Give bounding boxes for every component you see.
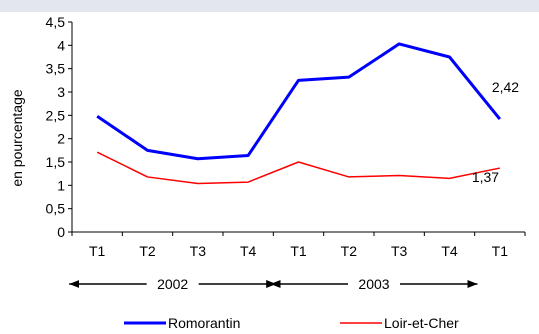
- series-line: [96, 151, 500, 185]
- data-label: 2,42: [492, 79, 519, 95]
- data-labels: 2,42 1,37: [472, 79, 519, 185]
- y-tick-label: 2,5: [46, 107, 66, 123]
- y-tick-label: 0: [57, 224, 65, 240]
- data-label: 1,37: [472, 169, 499, 185]
- y-tick-label: 1: [57, 177, 65, 193]
- x-tick-label: T1: [89, 243, 106, 259]
- y-tick-label: 4: [57, 37, 65, 53]
- legend-label: Loir-et-Cher: [384, 315, 459, 331]
- y-ticks: 0 0,5 1 1,5 2 2,5 3 3,5 4 4,5: [46, 14, 72, 240]
- y-tick-label: 4,5: [46, 14, 66, 30]
- x-tick-label: T3: [190, 243, 207, 259]
- x-ticks: T1 T2 T3 T4 T1 T2 T3 T4 T1: [71, 232, 526, 259]
- y-tick-label: 0,5: [46, 201, 66, 217]
- series-lines: [96, 42, 501, 185]
- y-tick-label: 3,5: [46, 61, 66, 77]
- year-groups: 2002 2003: [69, 276, 478, 292]
- y-tick-label: 3: [57, 84, 65, 100]
- x-tick-label: T3: [391, 243, 408, 259]
- y-tick-label: 2: [57, 131, 65, 147]
- x-tick-label: T1: [492, 243, 509, 259]
- y-axis-label: en pourcentage: [9, 89, 25, 187]
- x-tick-label: T2: [341, 243, 358, 259]
- year-label: 2003: [358, 276, 389, 292]
- series-line: [96, 42, 501, 161]
- axes: [71, 22, 525, 233]
- x-tick-label: T2: [139, 243, 156, 259]
- y-tick-label: 1,5: [46, 154, 66, 170]
- x-tick-label: T4: [441, 243, 458, 259]
- year-label: 2002: [157, 276, 188, 292]
- x-tick-label: T4: [240, 243, 257, 259]
- x-tick-label: T1: [290, 243, 307, 259]
- legend: Romorantin Loir-et-Cher: [124, 315, 459, 331]
- legend-label: Romorantin: [168, 315, 240, 331]
- top-band: [0, 0, 539, 12]
